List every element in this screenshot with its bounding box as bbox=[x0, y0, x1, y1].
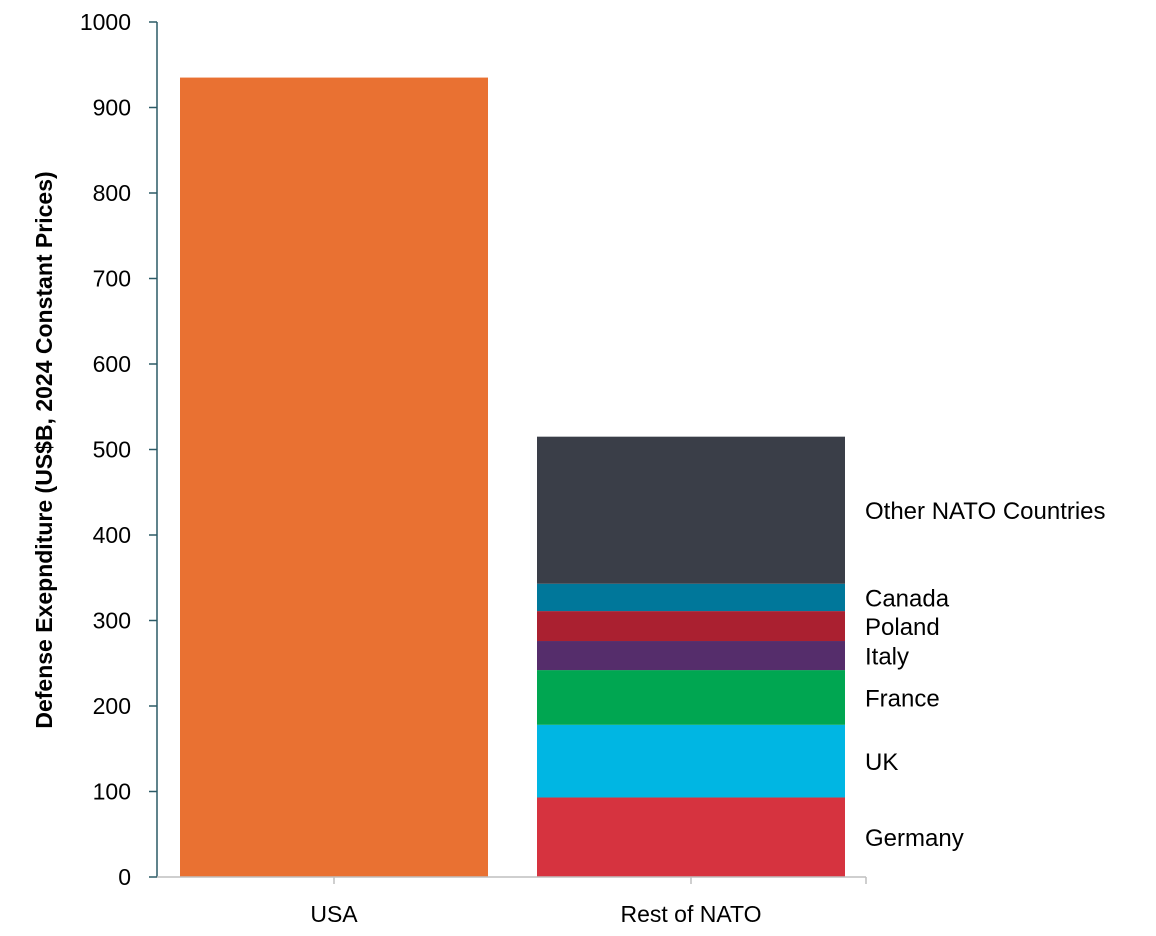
y-tick-label: 400 bbox=[93, 522, 131, 548]
segment-label-italy: Italy bbox=[865, 644, 909, 671]
bar-segment-uk bbox=[537, 724, 845, 798]
x-category-label: Rest of NATO bbox=[620, 901, 761, 927]
segment-label-canada: Canada bbox=[865, 585, 950, 612]
y-tick-label: 900 bbox=[93, 95, 131, 121]
y-tick-label: 600 bbox=[93, 351, 131, 377]
bars bbox=[180, 77, 845, 877]
bar-segment-usa bbox=[180, 77, 488, 877]
y-tick-label: 500 bbox=[93, 437, 131, 463]
segment-label-france: France bbox=[865, 685, 940, 712]
x-axis-labels: USA Rest of NATO bbox=[310, 877, 867, 927]
y-axis-ticks: 0 100 200 300 400 500 600 700 800 900 1000 bbox=[80, 9, 157, 890]
bar-segment-italy bbox=[537, 641, 845, 671]
y-tick-label: 300 bbox=[93, 608, 131, 634]
segment-label-uk: UK bbox=[865, 749, 898, 776]
bar-segment-germany bbox=[537, 797, 845, 877]
y-tick-label: 0 bbox=[118, 864, 131, 890]
y-axis-title: Defense Exepnditure (US$B, 2024 Constant… bbox=[31, 171, 57, 728]
y-tick-label: 800 bbox=[93, 180, 131, 206]
y-tick-label: 200 bbox=[93, 693, 131, 719]
y-tick-label: 1000 bbox=[80, 9, 131, 35]
y-tick-label: 700 bbox=[93, 266, 131, 292]
y-tick-label: 100 bbox=[93, 779, 131, 805]
bar-segment-france bbox=[537, 670, 845, 725]
x-category-label: USA bbox=[310, 901, 358, 927]
bar-segment-canada bbox=[537, 583, 845, 612]
bar-segment-poland bbox=[537, 611, 845, 642]
segment-label-germany: Germany bbox=[865, 825, 964, 852]
bar-segment-other-nato-countries bbox=[537, 436, 845, 584]
segment-label-other-nato-countries: Other NATO Countries bbox=[865, 498, 1106, 525]
segment-label-poland: Poland bbox=[865, 614, 940, 641]
